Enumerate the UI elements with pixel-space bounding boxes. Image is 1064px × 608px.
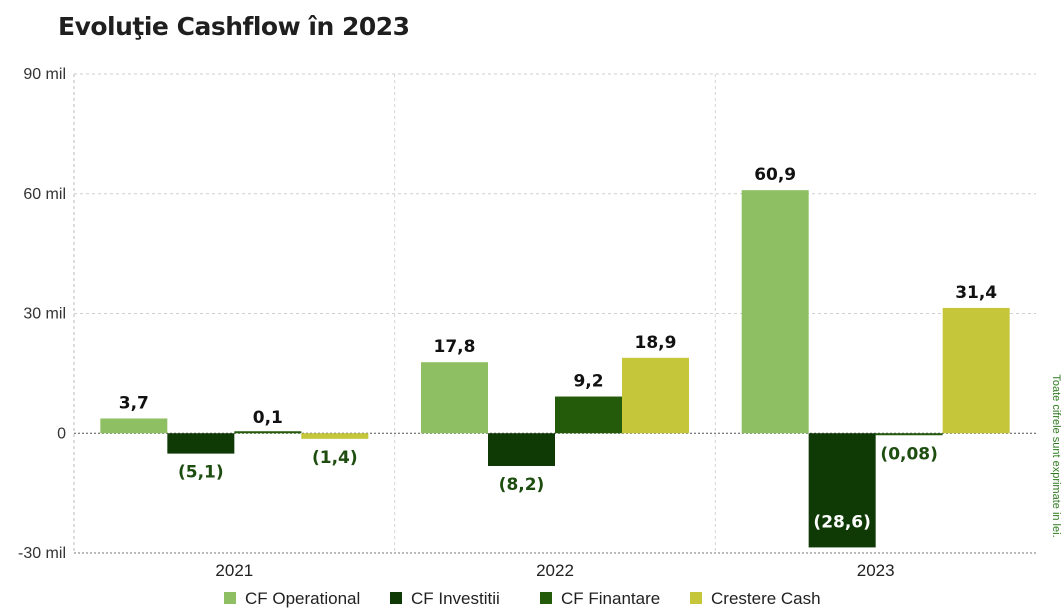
bar-cf-finantare-2022 [555,396,622,434]
data-labels-layer: 3,7 (5,1) 0,1 (1,4) 17,8 (8,2) 9,2 18,9 60,9 (28,… [119,165,998,532]
y-tick-label: 90 mil [23,66,66,83]
data-label: 9,2 [573,372,603,392]
legend-swatch [690,592,702,604]
chart-title: Evoluţie Cashflow în 2023 [58,12,410,41]
data-label: 60,9 [754,165,796,185]
y-tick-label: -30 mil [18,545,66,562]
data-label: 0,1 [253,408,283,428]
legend-label: CF Investitii [411,589,500,608]
y-tick-label: 60 mil [23,186,66,203]
bar-cf-investitii-2022 [488,433,555,466]
y-tick-label: 30 mil [23,306,66,323]
legend-swatch [224,592,236,604]
legend-label: Crestere Cash [711,589,821,608]
data-label: 31,4 [955,283,997,303]
bar-crestere-cash-2023 [942,307,1010,434]
x-tick-label: 2023 [857,561,895,580]
legend-swatch [540,592,552,604]
data-label: 17,8 [434,337,476,357]
bar-cf-investitii-2021 [167,433,235,454]
axis-layer: 90 mil 60 mil 30 mil 0 -30 mil 2021 2022 2023 [18,66,1036,580]
data-label: (8,2) [499,475,545,495]
bar-cf-finantare-2023 [875,433,943,436]
data-label: 3,7 [119,393,149,413]
legend-label: CF Finantare [561,589,660,608]
bar-crestere-cash-2021 [301,433,369,439]
data-label: (5,1) [178,463,224,483]
units-note: Toate cifrele sunt exprimate in lei. [1050,374,1062,538]
data-label: (1,4) [312,448,358,468]
bar-cf-operational-2023 [741,190,809,434]
bar-cf-operational-2021 [100,418,168,434]
data-label: 18,9 [635,333,677,353]
bar-cf-investitii-2023 [808,433,876,548]
y-tick-label: 0 [57,425,66,442]
bars-layer [100,190,1010,548]
legend-label: CF Operational [245,589,360,608]
data-label: (28,6) [813,512,870,532]
legend: CF Operational CF Investitii CF Finantare C… [224,589,821,608]
data-label: (0,08) [880,444,937,464]
bar-crestere-cash-2022 [622,357,689,434]
bar-cf-finantare-2021 [234,431,302,434]
x-tick-label: 2022 [536,561,574,580]
legend-swatch [390,592,402,604]
x-tick-label: 2021 [215,561,253,580]
bar-cf-operational-2022 [421,362,488,434]
